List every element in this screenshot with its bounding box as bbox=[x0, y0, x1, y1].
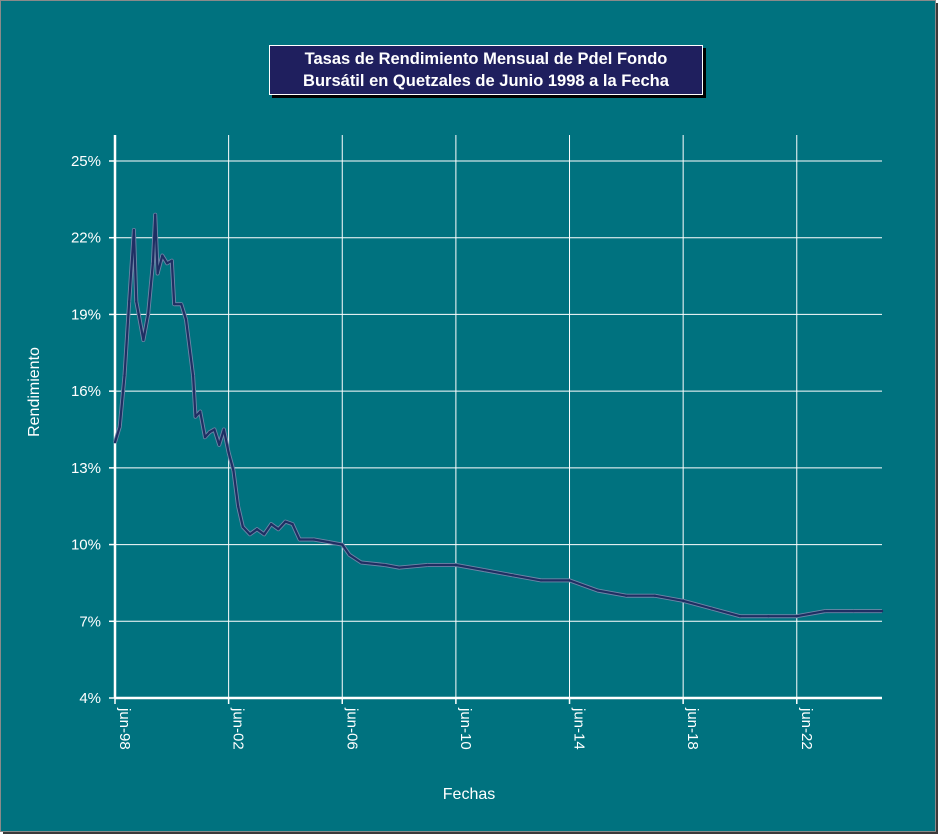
data-point bbox=[568, 579, 571, 582]
y-tick-label: 13% bbox=[71, 460, 101, 477]
data-point bbox=[203, 436, 207, 439]
data-point bbox=[625, 594, 628, 597]
axes bbox=[113, 135, 882, 700]
data-point bbox=[397, 566, 401, 569]
data-point bbox=[262, 533, 266, 536]
data-point bbox=[208, 430, 211, 434]
data-point bbox=[653, 594, 656, 597]
x-tick-label: jun-02 bbox=[230, 707, 247, 750]
x-axis-ticks: jun-98 jun-02 jun-06 jun-10 jun-14 jun-18 jun-… bbox=[114, 698, 815, 750]
chart-title-line-2: Bursátil en Quetzales de Junio 1998 a la… bbox=[303, 72, 669, 90]
data-point bbox=[255, 528, 259, 531]
chart-title: Tasas de Rendimiento Mensual de Pdel Fon… bbox=[269, 45, 703, 95]
y-tick-label: 16% bbox=[71, 383, 101, 400]
data-point bbox=[151, 262, 155, 265]
data-point bbox=[165, 262, 169, 265]
y-tick-label: 19% bbox=[71, 306, 101, 323]
data-point bbox=[596, 589, 600, 592]
data-point bbox=[194, 415, 197, 418]
data-point bbox=[241, 525, 244, 528]
x-tick-label: jun-98 bbox=[116, 707, 133, 750]
y-axis-ticks: 4% 7% 10% 13% 16% 19% 22% 25% bbox=[71, 153, 115, 707]
series-line bbox=[113, 213, 882, 618]
data-point bbox=[123, 374, 126, 377]
y-axis-title: Rendimiento bbox=[26, 347, 43, 437]
data-point bbox=[184, 318, 188, 321]
data-point bbox=[142, 338, 145, 342]
data-point bbox=[738, 615, 742, 618]
data-point bbox=[218, 443, 221, 446]
data-point bbox=[137, 313, 140, 316]
series-layer bbox=[113, 212, 884, 619]
x-tick-label: jun-06 bbox=[343, 707, 360, 750]
data-point bbox=[132, 228, 136, 232]
data-point bbox=[248, 533, 252, 536]
data-point bbox=[348, 553, 351, 556]
data-point bbox=[341, 543, 344, 546]
data-point bbox=[454, 563, 458, 567]
data-point bbox=[135, 300, 138, 303]
data-point bbox=[795, 615, 798, 618]
y-tick-label: 10% bbox=[71, 537, 101, 554]
series-line-outline bbox=[113, 212, 882, 619]
x-tick-label: jun-18 bbox=[684, 707, 701, 750]
x-tick-label: jun-22 bbox=[798, 707, 815, 750]
data-point bbox=[326, 540, 330, 544]
data-point bbox=[113, 441, 117, 444]
data-point bbox=[880, 609, 884, 613]
y-tick-label: 25% bbox=[71, 153, 101, 170]
data-point bbox=[232, 469, 235, 472]
data-point bbox=[681, 599, 685, 602]
data-point bbox=[128, 300, 131, 303]
data-point bbox=[154, 213, 157, 216]
gridlines bbox=[115, 135, 882, 698]
data-point bbox=[161, 254, 164, 257]
data-point bbox=[360, 561, 363, 564]
data-point bbox=[222, 428, 226, 431]
y-tick-label: 4% bbox=[79, 690, 101, 707]
y-tick-label: 22% bbox=[71, 230, 101, 247]
data-point bbox=[236, 505, 240, 508]
data-point bbox=[483, 568, 486, 572]
x-axis-title: Fechas bbox=[443, 786, 495, 803]
x-tick-label: jun-14 bbox=[571, 707, 588, 750]
data-point bbox=[270, 522, 273, 526]
data-point bbox=[118, 425, 121, 429]
chart-title-line-1: Tasas de Rendimiento Mensual de Pdel Fon… bbox=[304, 50, 668, 68]
data-point bbox=[767, 615, 770, 618]
data-point bbox=[426, 563, 429, 567]
data-point bbox=[710, 607, 713, 610]
x-tick-label: jun-10 bbox=[457, 707, 474, 750]
data-point bbox=[213, 428, 216, 431]
data-point bbox=[156, 272, 159, 275]
data-point bbox=[173, 303, 176, 306]
data-point bbox=[852, 609, 855, 613]
data-point bbox=[180, 303, 183, 306]
data-point bbox=[511, 574, 514, 577]
data-point bbox=[824, 609, 827, 613]
data-point bbox=[277, 528, 280, 531]
data-point bbox=[146, 313, 150, 316]
y-tick-label: 7% bbox=[79, 613, 101, 630]
data-point bbox=[199, 410, 202, 413]
data-point bbox=[291, 522, 294, 526]
data-point bbox=[298, 538, 301, 541]
data-point bbox=[383, 563, 387, 567]
data-point bbox=[191, 374, 195, 377]
data-point bbox=[284, 520, 287, 523]
data-point bbox=[539, 579, 543, 582]
data-point bbox=[312, 538, 316, 541]
data-point bbox=[227, 451, 230, 454]
data-point bbox=[170, 259, 173, 262]
